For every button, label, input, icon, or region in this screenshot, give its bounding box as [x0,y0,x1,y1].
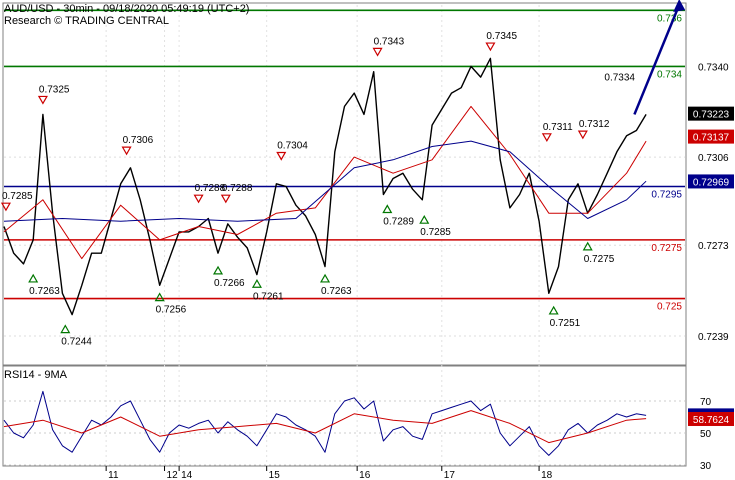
price-badge-label: 0.72969 [693,177,730,188]
resistance-marker [541,133,552,143]
chart-subtitle: Research © TRADING CENTRAL [4,15,169,27]
level-label: 0.734 [657,69,682,80]
price-badge [688,106,734,121]
pivot-label: 0.7251 [550,318,581,329]
pivot-label: 0.7244 [61,337,92,348]
level-label: 0.7295 [651,190,682,201]
resistance-marker [37,95,48,105]
y-tick-label: 0.7340 [698,62,729,73]
pivot-label: 0.7285 [420,227,451,238]
price-badge [688,174,734,189]
resistance-marker [220,194,231,204]
rsi-ma-line [3,410,647,444]
pivot-label: 0.7261 [253,291,284,302]
pivot-label: 0.7312 [579,119,610,130]
resistance-marker [193,194,204,204]
support-marker [212,265,224,275]
support-marker [419,214,430,224]
pivot-label: 0.7289 [383,217,414,228]
resistance-marker [577,130,588,140]
pivot-label: 0.7288 [195,183,226,194]
pivot-label: 0.7311 [543,122,573,133]
pivot-label: 0.7275 [584,254,615,265]
pivot-label: 0.7345 [486,31,517,42]
pivot-label: 0.7288 [222,183,253,194]
level-label: 0.7275 [651,243,682,254]
rsi-badge [688,411,734,426]
support-marker [548,305,559,315]
support-marker [154,292,165,302]
level-label: 0.725 [657,302,682,313]
x-tick-label: 14 [181,470,193,480]
price-badge-label: 0.73223 [693,110,730,121]
pivot-label: 0.7285 [2,191,33,202]
y-tick-label: 0.7273 [698,241,729,252]
projection-arrowhead [673,0,686,12]
support-marker [582,241,593,251]
support-marker [60,324,71,334]
rsi-line [3,390,647,456]
x-tick-label: 16 [359,470,371,480]
support-marker [28,273,39,283]
resistance-marker [372,47,383,57]
rsi-panel-frame [2,365,687,467]
price-panel-frame [2,2,687,366]
pivot-label: 0.7263 [321,286,352,297]
resistance-marker [0,202,11,212]
moving-average-line [3,105,647,260]
x-tick-label: 18 [541,470,553,480]
rsi-tick-label: 70 [700,397,712,408]
rsi-tick-label: 50 [700,429,712,440]
pivot-label: 0.7306 [123,135,154,146]
rsi-panel-title: RSI14 - 9MA [4,369,68,381]
level-label: 0.736 [657,13,682,24]
support-marker [251,279,262,288]
x-tick-label: 12 [167,470,179,480]
y-tick-label: 0.7306 [698,153,729,164]
pivot-label: 0.7304 [277,140,308,151]
moving-average-line [3,140,647,222]
resistance-marker [485,42,496,52]
pivot-label: 0.7256 [156,305,187,316]
chart-title: AUD/USD - 30min - 09/18/2020 05:49:19 (U… [4,3,249,15]
price-badge [688,129,734,144]
x-tick-label: 17 [444,470,456,480]
resistance-marker [276,151,287,161]
price-badge-label: 0.73137 [693,133,730,144]
pivot-label: 0.7266 [214,278,245,289]
projection-arrow-line [633,4,681,115]
pivot-label: 0.7263 [29,286,60,297]
support-marker [320,273,331,283]
rsi-badge-label: 58.7624 [693,415,730,426]
rsi-tick-label: 30 [700,461,712,472]
x-tick-label: 15 [269,470,281,480]
y-tick-label: 0.7239 [698,332,729,343]
support-marker [382,204,393,214]
x-tick-label: 11 [108,470,119,480]
pivot-label: 0.7325 [39,84,70,95]
pivot-label: 0.7343 [374,36,405,47]
resistance-marker [121,146,132,156]
pivot-label: 0.7334 [604,72,635,83]
